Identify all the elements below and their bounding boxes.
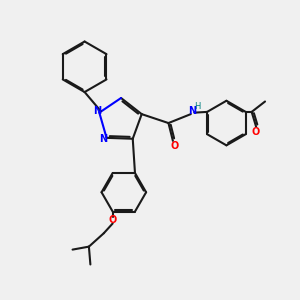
Text: O: O <box>252 127 260 137</box>
Text: O: O <box>170 141 178 151</box>
Text: N: N <box>100 134 108 144</box>
Text: N: N <box>93 106 101 116</box>
Text: N: N <box>188 106 196 116</box>
Text: H: H <box>194 102 200 111</box>
Text: O: O <box>109 215 117 226</box>
